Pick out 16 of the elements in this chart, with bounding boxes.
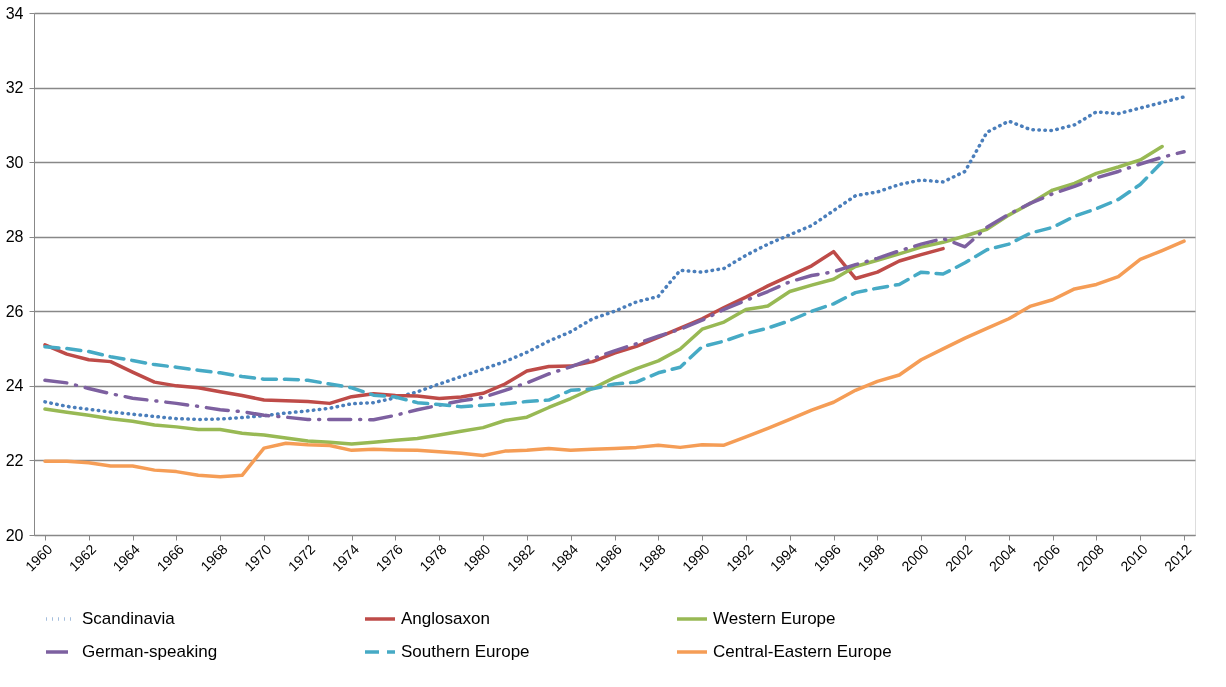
- y-tick-label: 28: [5, 228, 24, 246]
- legend-label: Western Europe: [713, 609, 836, 628]
- line-series: [43, 239, 1186, 479]
- y-tick-label: 20: [5, 526, 24, 544]
- y-tick-label: 32: [5, 79, 24, 97]
- line-series: [43, 95, 1186, 422]
- y-tick-label: 22: [5, 451, 24, 469]
- y-tick-label: 34: [5, 4, 24, 22]
- legend-label: Central-Eastern Europe: [713, 642, 892, 661]
- legend-label: Southern Europe: [401, 642, 530, 661]
- legend-label: German-speaking: [82, 642, 218, 661]
- y-tick-label: 26: [5, 302, 24, 320]
- legend-label: Scandinavia: [82, 609, 176, 628]
- y-tick-label: 24: [5, 377, 24, 395]
- y-tick-label: 30: [5, 153, 24, 171]
- legend-label: Anglosaxon: [401, 609, 490, 628]
